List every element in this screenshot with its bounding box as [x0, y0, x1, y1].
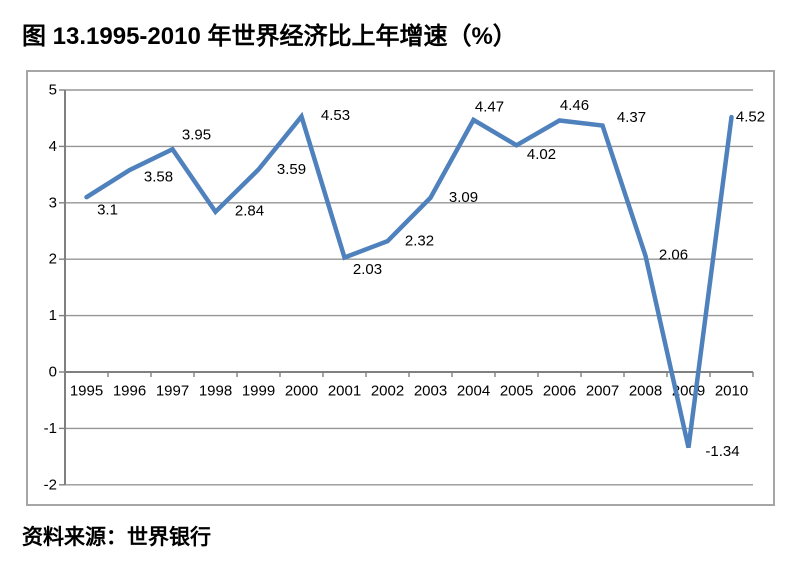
x-axis-label: 2005 — [500, 383, 533, 400]
data-point-label: 3.95 — [182, 127, 211, 144]
data-point-label: 4.47 — [475, 98, 504, 115]
data-point-label: 4.52 — [736, 109, 765, 126]
chart-area: 5 4 3 2 1 0 -1 -2 1995 1996 1997 1998 1999 2000 2001 20… — [26, 70, 775, 506]
y-axis-label: 0 — [49, 364, 57, 381]
data-point-label: 4.46 — [560, 97, 589, 114]
y-axis-label: 1 — [49, 307, 57, 324]
y-axis-label: -1 — [44, 420, 57, 437]
data-point-label: 4.37 — [617, 109, 646, 126]
x-axis-label: 1995 — [70, 383, 103, 400]
data-point-label: 4.53 — [321, 107, 350, 124]
x-axis-label: 1999 — [242, 383, 275, 400]
y-axis-label: -2 — [44, 476, 57, 493]
y-axis-label: 5 — [49, 82, 57, 99]
data-point-label: 3.1 — [97, 202, 118, 219]
y-axis-label: 4 — [49, 138, 57, 155]
x-axis-label: 2001 — [328, 383, 361, 400]
line-chart: 5 4 3 2 1 0 -1 -2 1995 1996 1997 1998 1999 2000 2001 20… — [44, 82, 765, 494]
x-axis-label: 1996 — [113, 383, 146, 400]
source-note: 资料来源：世界银行 — [22, 526, 211, 549]
data-point-label: 4.02 — [527, 146, 556, 163]
chart-title: 图 13.1995-2010 年世界经济比上年增速（%） — [22, 23, 517, 50]
x-axis-label: 2003 — [414, 383, 447, 400]
x-axis-label: 1997 — [156, 383, 189, 400]
series-line — [84, 111, 734, 449]
data-point-label: -1.34 — [705, 443, 739, 460]
x-axis-label: 2002 — [371, 383, 404, 400]
x-axis-label: 2008 — [629, 383, 662, 400]
y-axis-label: 3 — [49, 194, 57, 211]
data-point-label: 3.59 — [277, 161, 306, 178]
data-point-label: 3.58 — [144, 169, 173, 186]
x-axis-label: 2010 — [715, 383, 748, 400]
x-axis-label: 2006 — [543, 383, 576, 400]
x-axis-label: 2007 — [586, 383, 619, 400]
data-point-label: 2.32 — [405, 233, 434, 250]
x-axis-label: 2004 — [457, 383, 490, 400]
x-axis-label: 2000 — [285, 383, 318, 400]
data-point-label: 2.03 — [353, 261, 382, 278]
data-point-label: 3.09 — [449, 189, 478, 206]
data-point-label: 2.84 — [235, 202, 264, 219]
y-axis-label: 2 — [49, 251, 57, 268]
data-point-label: 2.06 — [659, 246, 688, 263]
x-axis-label: 1998 — [199, 383, 232, 400]
